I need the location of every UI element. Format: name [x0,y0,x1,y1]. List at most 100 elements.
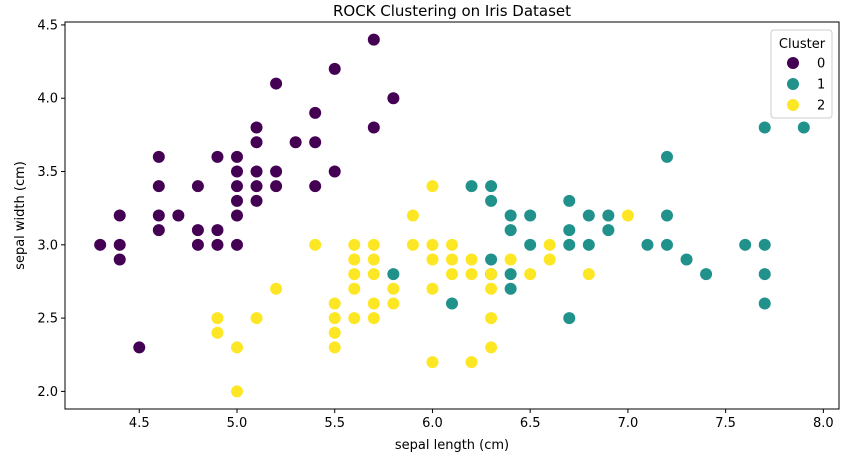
legend-box [770,29,833,119]
data-point-cluster-1 [524,238,537,251]
data-point-cluster-1 [563,312,576,325]
data-point-cluster-1 [582,238,595,251]
data-point-cluster-2 [426,238,439,251]
data-point-cluster-2 [485,341,498,354]
legend-label: 2 [817,99,825,114]
data-point-cluster-2 [543,253,556,266]
data-point-cluster-0 [367,33,380,46]
data-point-cluster-0 [250,121,263,134]
data-point-cluster-2 [367,312,380,325]
data-point-cluster-0 [328,62,341,75]
data-point-cluster-2 [348,253,361,266]
data-point-cluster-0 [172,209,185,222]
data-point-cluster-2 [387,282,400,295]
data-point-cluster-0 [289,136,302,149]
data-point-cluster-1 [661,150,673,163]
data-point-cluster-0 [152,150,165,163]
data-point-cluster-2 [426,282,439,295]
data-point-cluster-2 [348,238,361,251]
x-tick-label: 7.5 [715,416,736,431]
data-point-cluster-2 [211,312,224,325]
data-point-cluster-1 [446,297,458,310]
x-tick-label: 5.5 [324,416,345,431]
data-point-cluster-1 [758,268,771,281]
data-point-cluster-0 [250,194,263,207]
data-point-cluster-2 [328,312,341,325]
data-point-cluster-2 [367,268,380,281]
data-point-cluster-1 [797,121,810,134]
data-point-cluster-2 [446,268,458,281]
data-point-cluster-0 [211,150,224,163]
data-point-cluster-1 [700,268,713,281]
data-point-cluster-2 [328,341,341,354]
data-point-cluster-1 [485,180,498,193]
data-point-cluster-2 [543,238,556,251]
data-point-cluster-2 [348,282,361,295]
data-point-cluster-0 [250,180,263,193]
data-point-cluster-1 [758,238,771,251]
data-point-cluster-1 [758,121,771,134]
data-point-cluster-2 [328,297,341,310]
x-tick-label: 6.5 [520,416,541,431]
data-point-cluster-0 [113,209,126,222]
data-point-cluster-1 [661,238,673,251]
data-point-cluster-1 [641,238,654,251]
data-point-cluster-1 [582,209,595,222]
data-point-cluster-0 [231,238,243,251]
data-points [94,33,810,398]
data-point-cluster-1 [485,253,498,266]
data-point-cluster-2 [485,312,498,325]
data-point-cluster-2 [231,385,243,398]
data-point-cluster-2 [582,268,595,281]
legend: Cluster 0 1 2 [770,29,833,119]
data-point-cluster-2 [524,268,537,281]
data-point-cluster-0 [152,180,165,193]
data-point-cluster-0 [387,92,400,105]
data-point-cluster-0 [250,136,263,149]
data-point-cluster-0 [133,341,146,354]
data-point-cluster-0 [231,209,243,222]
x-tick-label: 7.0 [618,416,639,431]
data-point-cluster-0 [231,165,243,178]
legend-marker-cluster-1 [787,78,799,90]
data-point-cluster-2 [426,356,439,369]
data-point-cluster-2 [426,180,439,193]
data-point-cluster-1 [485,194,498,207]
data-point-cluster-0 [152,209,165,222]
data-point-cluster-1 [504,268,517,281]
y-tick-label: 4.0 [37,92,58,107]
x-tick-label: 6.0 [422,416,443,431]
chart-title: ROCK Clustering on Iris Dataset [333,2,571,20]
y-tick-label: 3.0 [37,238,58,253]
data-point-cluster-1 [602,224,615,237]
data-point-cluster-0 [328,165,341,178]
data-point-cluster-0 [367,121,380,134]
data-point-cluster-0 [231,194,243,207]
data-point-cluster-2 [504,253,517,266]
data-point-cluster-2 [211,326,224,339]
data-point-cluster-2 [270,282,283,295]
data-point-cluster-0 [113,238,126,251]
legend-title: Cluster [779,37,826,52]
legend-label: 1 [817,78,825,93]
data-point-cluster-2 [621,209,634,222]
data-point-cluster-0 [270,165,283,178]
data-point-cluster-2 [250,312,263,325]
data-point-cluster-0 [231,150,243,163]
data-point-cluster-2 [348,268,361,281]
data-point-cluster-0 [113,253,126,266]
plot-frame [64,21,840,410]
y-tick-label: 2.5 [37,312,58,327]
data-point-cluster-0 [309,180,322,193]
data-point-cluster-2 [446,253,458,266]
x-tick-label: 4.5 [129,416,150,431]
legend-items: 0 1 2 [787,57,825,114]
y-tick-label: 3.5 [37,165,58,180]
y-tick-label: 2.0 [37,385,58,400]
data-point-cluster-1 [563,238,576,251]
x-tick-label: 8.0 [813,416,834,431]
data-point-cluster-2 [406,209,419,222]
legend-marker-cluster-0 [787,57,799,69]
legend-label: 0 [817,57,825,72]
data-point-cluster-0 [211,224,224,237]
